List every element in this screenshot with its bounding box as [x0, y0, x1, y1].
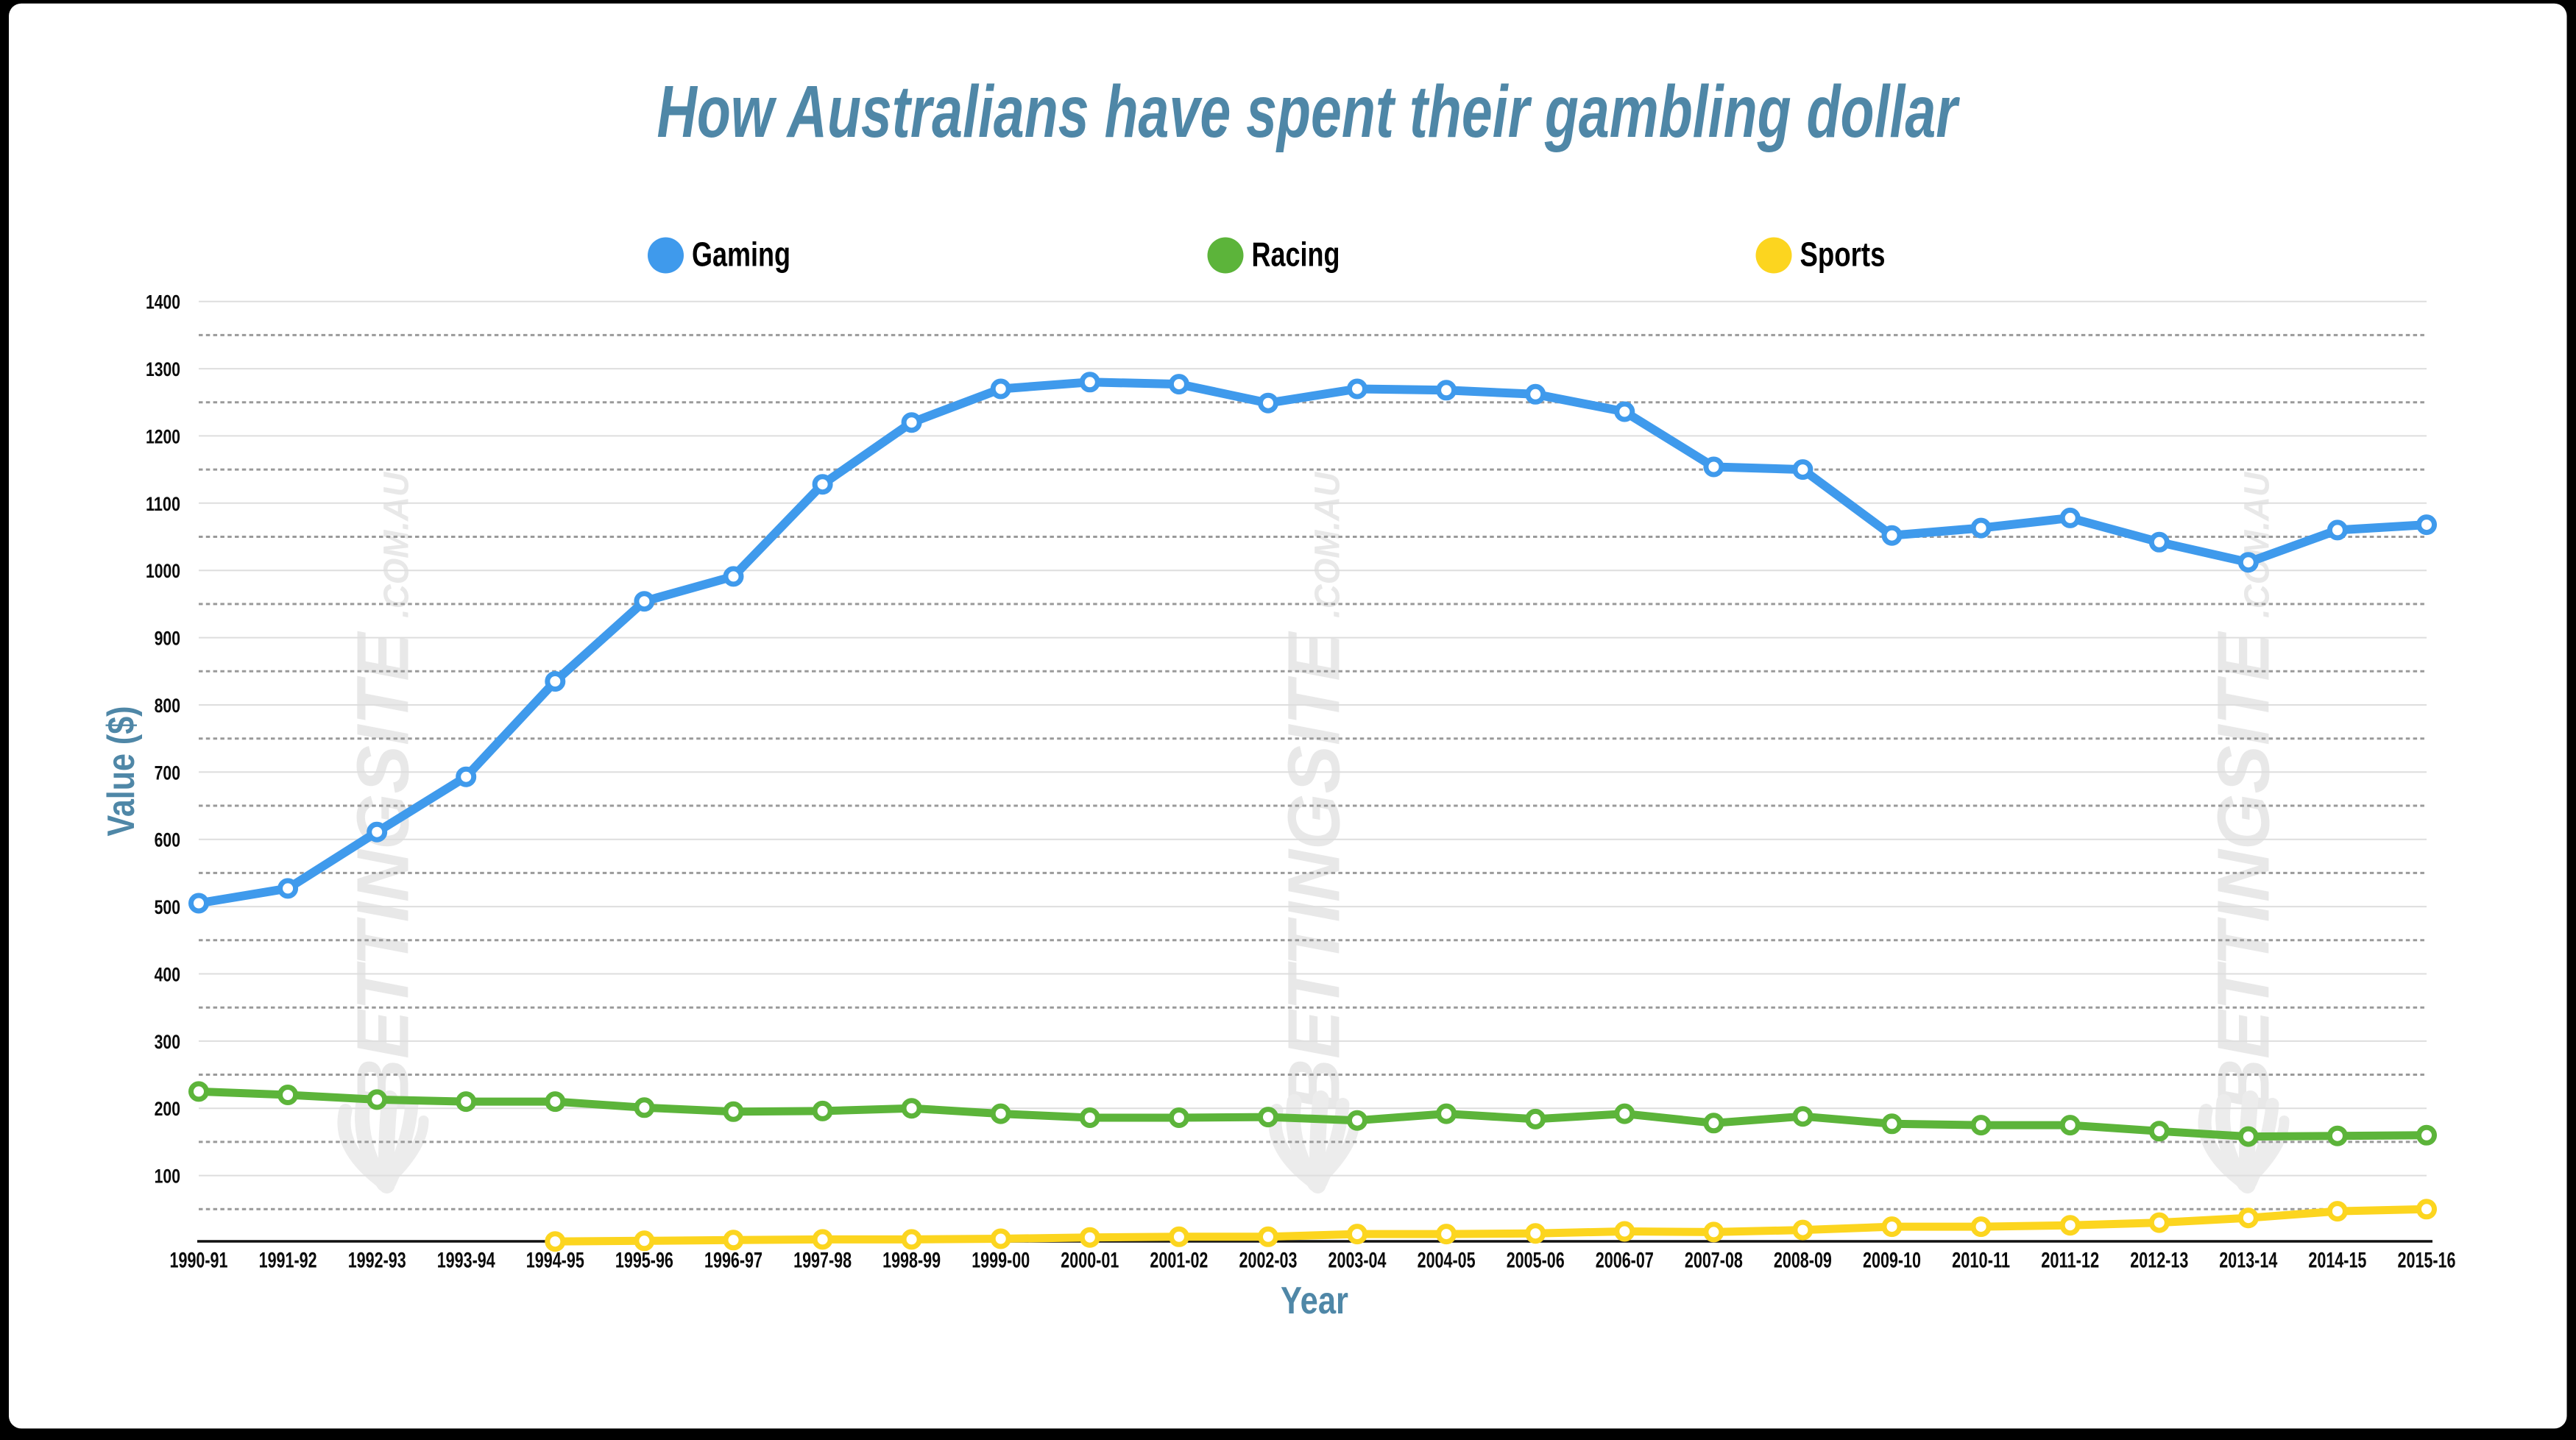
- svg-text:Value ($): Value ($): [100, 706, 143, 837]
- svg-text:900: 900: [155, 628, 180, 650]
- svg-text:2008-09: 2008-09: [1774, 1249, 1832, 1273]
- svg-text:1993-94: 1993-94: [437, 1249, 495, 1273]
- svg-text:2009-10: 2009-10: [1863, 1249, 1921, 1273]
- svg-text:100: 100: [155, 1166, 180, 1188]
- svg-text:800: 800: [155, 695, 180, 717]
- svg-text:1000: 1000: [146, 560, 180, 582]
- svg-text:BETTINGSITE: BETTINGSITE: [2203, 631, 2285, 1111]
- svg-text:1994-95: 1994-95: [526, 1249, 584, 1273]
- svg-text:How Australians have spent the: How Australians have spent their gamblin…: [657, 71, 1961, 153]
- svg-text:2012-13: 2012-13: [2130, 1249, 2188, 1273]
- svg-text:1100: 1100: [146, 493, 180, 515]
- svg-text:1990-91: 1990-91: [170, 1249, 228, 1273]
- svg-text:1999-00: 1999-00: [972, 1249, 1030, 1273]
- svg-text:Year: Year: [1281, 1280, 1348, 1322]
- svg-text:2002-03: 2002-03: [1239, 1249, 1298, 1273]
- svg-text:.COM.AU: .COM.AU: [378, 472, 417, 618]
- svg-text:2010-11: 2010-11: [1952, 1249, 2010, 1273]
- svg-text:Gaming: Gaming: [692, 235, 790, 274]
- svg-text:2005-06: 2005-06: [1507, 1249, 1565, 1273]
- svg-text:500: 500: [155, 896, 180, 918]
- svg-text:700: 700: [155, 762, 180, 784]
- svg-text:1991-92: 1991-92: [259, 1249, 317, 1273]
- svg-text:2001-02: 2001-02: [1150, 1249, 1208, 1273]
- svg-text:2007-08: 2007-08: [1685, 1249, 1743, 1273]
- svg-text:2013-14: 2013-14: [2219, 1249, 2277, 1273]
- svg-text:1995-96: 1995-96: [615, 1249, 673, 1273]
- svg-text:2003-04: 2003-04: [1328, 1249, 1387, 1273]
- svg-text:2014-15: 2014-15: [2308, 1249, 2366, 1273]
- svg-text:2015-16: 2015-16: [2398, 1249, 2456, 1273]
- svg-text:200: 200: [155, 1098, 180, 1120]
- svg-text:600: 600: [155, 829, 180, 851]
- svg-text:2011-12: 2011-12: [2041, 1249, 2099, 1273]
- svg-text:1300: 1300: [146, 358, 180, 380]
- svg-text:2000-01: 2000-01: [1061, 1249, 1119, 1273]
- svg-text:1992-93: 1992-93: [348, 1249, 406, 1273]
- svg-text:1997-98: 1997-98: [793, 1249, 852, 1273]
- svg-text:1998-99: 1998-99: [882, 1249, 941, 1273]
- svg-text:1200: 1200: [146, 425, 180, 447]
- svg-text:2006-07: 2006-07: [1596, 1249, 1654, 1273]
- svg-text:300: 300: [155, 1031, 180, 1053]
- svg-text:1996-97: 1996-97: [704, 1249, 762, 1273]
- svg-text:2004-05: 2004-05: [1418, 1249, 1476, 1273]
- svg-text:1400: 1400: [146, 291, 180, 313]
- svg-text:400: 400: [155, 964, 180, 986]
- svg-text:.COM.AU: .COM.AU: [1309, 472, 1348, 618]
- svg-text:BETTINGSITE: BETTINGSITE: [1273, 631, 1356, 1111]
- svg-text:Racing: Racing: [1252, 235, 1340, 274]
- svg-text:.COM.AU: .COM.AU: [2238, 472, 2277, 618]
- svg-text:Sports: Sports: [1800, 235, 1886, 274]
- svg-text:BETTINGSITE: BETTINGSITE: [342, 631, 425, 1111]
